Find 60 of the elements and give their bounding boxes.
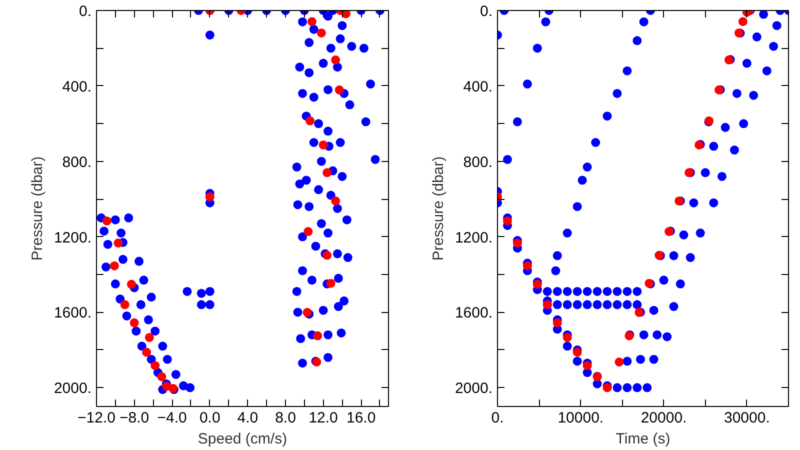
x-tick-label: 8.0 <box>275 410 296 426</box>
x-tick-label: −4.0 <box>157 410 187 426</box>
y-tick-label: 0. <box>480 3 493 20</box>
point <box>582 361 592 370</box>
point <box>150 361 160 370</box>
point <box>512 238 522 248</box>
point <box>572 348 582 357</box>
x-tick-label: 20000. <box>640 410 687 426</box>
point <box>306 116 315 126</box>
y-tick-label: 400. <box>62 78 92 96</box>
point <box>522 261 532 270</box>
y-tick-label: 1600. <box>54 304 92 322</box>
point <box>144 332 154 342</box>
point <box>562 332 572 342</box>
point <box>205 192 214 202</box>
x-tick-label: −12.0 <box>78 410 116 426</box>
point <box>126 280 136 289</box>
point <box>331 55 340 64</box>
y-tick-label: 800. <box>463 154 493 171</box>
x-tick-label: 16.0 <box>346 410 376 426</box>
y-tick-label: 800. <box>62 154 92 171</box>
point <box>502 216 512 226</box>
y-tick-label: 1200. <box>54 229 92 246</box>
y-tick-label: 2000. <box>54 380 92 398</box>
point <box>130 318 139 328</box>
x-axis-title: Time (s) <box>616 430 670 448</box>
point <box>316 28 326 38</box>
x-tick-label: −8.0 <box>119 410 150 426</box>
y-axis-title: Pressure (dbar) <box>430 156 447 261</box>
point <box>326 278 336 288</box>
y-axis-title: Pressure (dbar) <box>28 156 46 261</box>
point <box>614 358 624 366</box>
x-tick-label: 12.0 <box>308 410 338 426</box>
point <box>738 17 748 26</box>
point <box>552 318 562 328</box>
point <box>157 372 166 382</box>
point <box>313 331 322 340</box>
y-tick-label: 2000. <box>454 380 493 398</box>
y-tick-label: 0. <box>78 3 92 20</box>
point <box>102 216 112 226</box>
x-tick-label: 0. <box>491 410 504 426</box>
point <box>307 17 316 26</box>
x-axis-title: Speed (cm/s) <box>198 430 288 448</box>
y-tick-label: 1600. <box>454 304 493 322</box>
point <box>334 85 344 94</box>
point <box>304 227 313 236</box>
point <box>318 140 328 150</box>
y-tick-label: 400. <box>463 78 493 96</box>
point <box>110 261 119 270</box>
point <box>142 348 152 357</box>
point <box>120 300 130 310</box>
point <box>322 168 332 178</box>
y-tick-label: 1200. <box>454 229 493 246</box>
point <box>114 238 123 248</box>
x-tick-label: 10000. <box>558 410 604 426</box>
x-tick-label: 4.0 <box>237 410 258 426</box>
point <box>341 10 350 18</box>
point <box>331 196 340 206</box>
x-tick-label: 0.0 <box>199 410 220 426</box>
x-tick-label: 30000. <box>724 410 770 426</box>
